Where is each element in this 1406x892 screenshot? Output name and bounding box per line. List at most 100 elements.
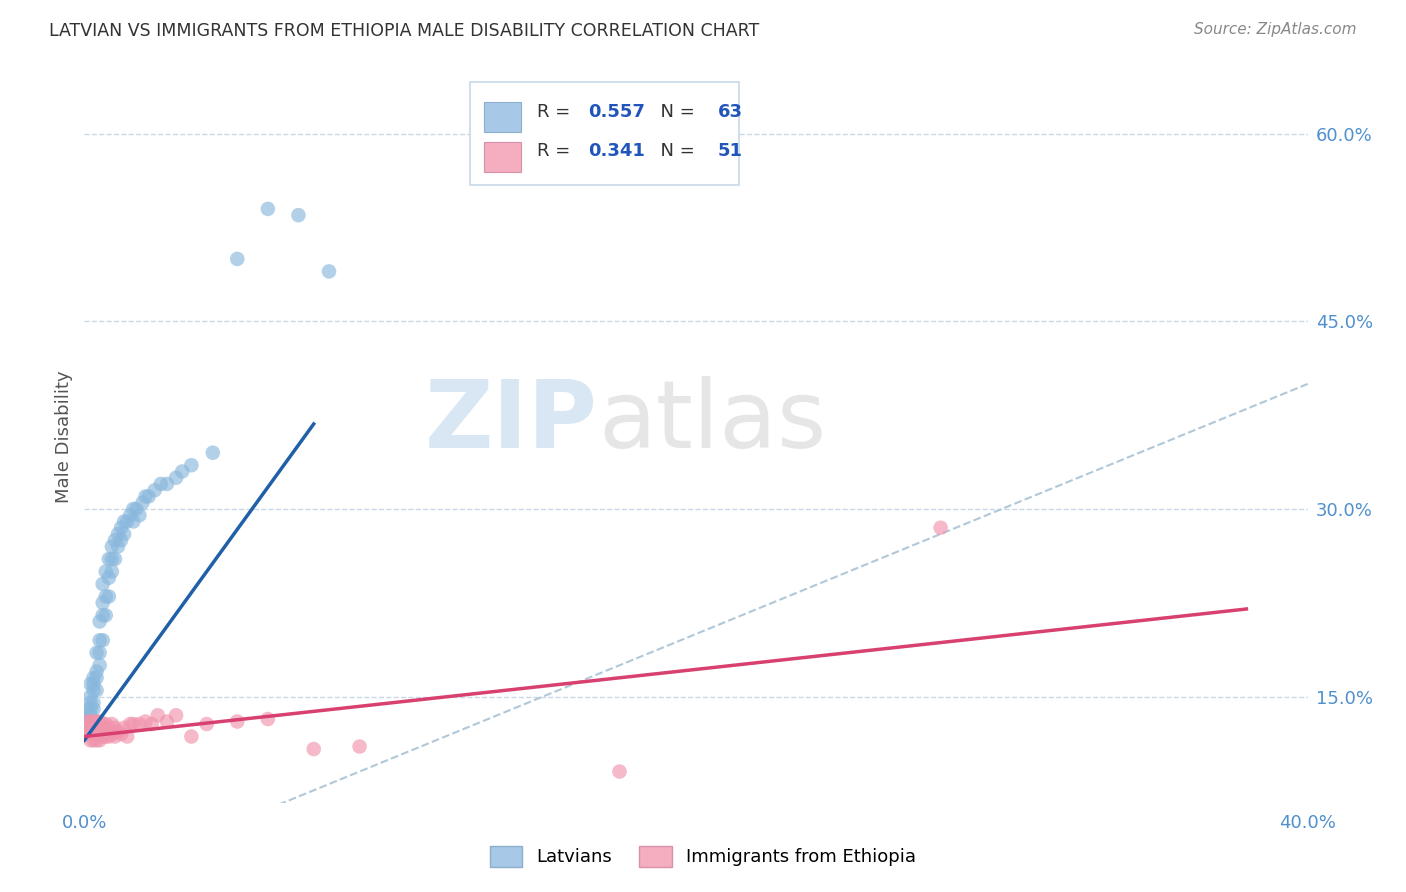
Text: N =: N =: [650, 143, 702, 161]
Point: [107, 540, 129, 554]
Point: [112, 527, 135, 541]
Point: [201, 446, 224, 460]
Point: [112, 515, 135, 529]
Point: [91, 596, 114, 610]
Point: [76, 721, 98, 735]
Legend: Latvians, Immigrants from Ethiopia: Latvians, Immigrants from Ethiopia: [482, 838, 924, 874]
Text: LATVIAN VS IMMIGRANTS FROM ETHIOPIA MALE DISABILITY CORRELATION CHART: LATVIAN VS IMMIGRANTS FROM ETHIOPIA MALE…: [49, 22, 759, 40]
Point: [104, 721, 127, 735]
Point: [79, 696, 101, 710]
Point: [104, 552, 127, 566]
Point: [91, 577, 114, 591]
Bar: [484, 142, 522, 171]
Point: [89, 727, 111, 741]
Point: [76, 714, 98, 729]
Point: [86, 671, 108, 685]
Point: [156, 714, 179, 729]
Point: [128, 717, 150, 731]
Text: 0.557: 0.557: [588, 103, 645, 120]
Point: [83, 727, 105, 741]
Point: [257, 202, 280, 216]
Point: [349, 739, 371, 754]
Point: [89, 733, 111, 747]
Point: [86, 714, 108, 729]
Point: [101, 540, 124, 554]
Point: [138, 490, 160, 504]
Point: [94, 608, 117, 623]
Point: [165, 708, 187, 723]
Point: [91, 633, 114, 648]
Point: [120, 508, 142, 523]
Point: [97, 552, 120, 566]
Point: [180, 730, 202, 744]
Point: [97, 721, 120, 735]
Text: ZIP: ZIP: [425, 376, 598, 468]
Point: [110, 727, 132, 741]
Point: [135, 490, 157, 504]
Y-axis label: Male Disability: Male Disability: [55, 371, 73, 503]
Point: [143, 483, 166, 498]
Text: Source: ZipAtlas.com: Source: ZipAtlas.com: [1194, 22, 1357, 37]
Point: [128, 508, 150, 523]
Point: [112, 721, 135, 735]
Point: [89, 714, 111, 729]
Point: [318, 264, 340, 278]
Point: [226, 714, 249, 729]
Point: [97, 730, 120, 744]
Point: [83, 733, 105, 747]
Point: [91, 717, 114, 731]
Point: [104, 730, 127, 744]
Point: [97, 590, 120, 604]
Point: [107, 724, 129, 739]
Point: [91, 730, 114, 744]
Point: [76, 721, 98, 735]
Point: [86, 727, 108, 741]
Point: [89, 633, 111, 648]
Point: [195, 717, 218, 731]
Point: [110, 533, 132, 548]
Text: atlas: atlas: [598, 376, 827, 468]
Point: [79, 702, 101, 716]
Point: [94, 724, 117, 739]
Point: [83, 702, 105, 716]
Point: [79, 708, 101, 723]
Point: [83, 677, 105, 691]
Point: [101, 565, 124, 579]
Point: [86, 683, 108, 698]
Point: [94, 717, 117, 731]
Point: [110, 521, 132, 535]
Point: [79, 727, 101, 741]
Point: [122, 502, 145, 516]
Point: [929, 521, 952, 535]
Point: [76, 702, 98, 716]
Point: [89, 721, 111, 735]
Point: [83, 721, 105, 735]
Point: [131, 496, 153, 510]
FancyBboxPatch shape: [470, 82, 738, 185]
Point: [101, 717, 124, 731]
Point: [79, 677, 101, 691]
Point: [135, 714, 157, 729]
Point: [91, 724, 114, 739]
Point: [122, 515, 145, 529]
Point: [79, 714, 101, 729]
Point: [83, 714, 105, 729]
Point: [83, 671, 105, 685]
Point: [97, 571, 120, 585]
Point: [156, 477, 179, 491]
Point: [86, 646, 108, 660]
Point: [115, 515, 138, 529]
Point: [141, 717, 163, 731]
Point: [79, 733, 101, 747]
Point: [89, 658, 111, 673]
Point: [76, 714, 98, 729]
Point: [89, 646, 111, 660]
Point: [94, 565, 117, 579]
Point: [165, 471, 187, 485]
Point: [122, 717, 145, 731]
Point: [146, 708, 169, 723]
Point: [609, 764, 631, 779]
Point: [94, 590, 117, 604]
Point: [120, 717, 142, 731]
Point: [302, 742, 325, 756]
